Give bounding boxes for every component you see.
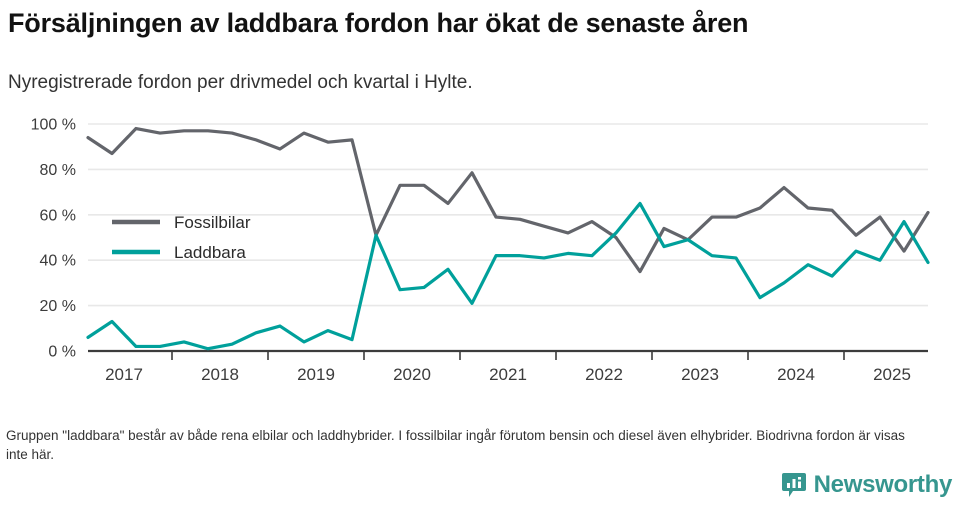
newsworthy-logo: Newsworthy	[781, 470, 952, 500]
y-axis-tick-label: 60 %	[40, 207, 76, 224]
series-line-laddbara	[86, 201, 930, 351]
x-axis-tick-label: 2023	[681, 365, 719, 384]
x-axis-tick-label: 2018	[201, 365, 239, 384]
logo-wordmark: Newsworthy	[813, 471, 953, 498]
bar-chart-bubble-icon	[781, 472, 807, 498]
y-axis-tick-label: 20 %	[40, 298, 76, 315]
x-axis-tick-label: 2019	[297, 365, 335, 384]
series-line-fossilbilar	[86, 126, 930, 274]
legend-label: Fossilbilar	[174, 213, 251, 232]
x-axis-tick-label: 2017	[105, 365, 143, 384]
x-axis-tick-label: 2020	[393, 365, 431, 384]
x-axis-tick-label: 2025	[873, 365, 911, 384]
x-axis-tick-label: 2024	[777, 365, 815, 384]
chart-footnote: Gruppen "laddbara" består av både rena e…	[6, 428, 905, 462]
y-axis-tick-label: 100 %	[31, 117, 76, 134]
legend-label: Laddbara	[174, 243, 246, 262]
x-axis-tick-label: 2022	[585, 365, 623, 384]
page-title: Försäljningen av laddbara fordon har öka…	[8, 8, 749, 38]
y-axis-tick-label: 40 %	[40, 253, 76, 270]
x-axis-tick-label: 2021	[489, 365, 527, 384]
y-axis-tick-label: 80 %	[40, 162, 76, 179]
y-axis-tick-label: 0 %	[48, 344, 76, 361]
chart-subtitle: Nyregistrerade fordon per drivmedel och …	[8, 72, 473, 93]
